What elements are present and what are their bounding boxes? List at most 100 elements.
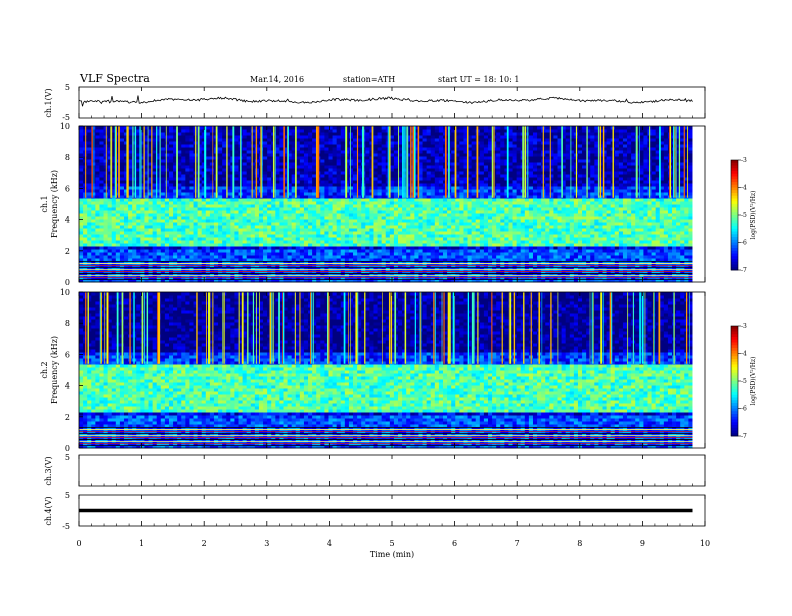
ch1-spectrogram-cell (618, 207, 624, 211)
ch1-spectrogram-cell (103, 192, 109, 196)
ch1-spectrogram-cell (459, 183, 464, 187)
ch1-spectrogram-cell (189, 273, 195, 277)
ch1-spectrogram-cell (471, 234, 477, 238)
ch1-spectrogram-cell (684, 192, 689, 196)
ch1-spectrogram-cell (271, 213, 276, 217)
ch1-spectrogram-cell (373, 240, 379, 244)
ch1-spectrogram-cell (230, 225, 235, 229)
ch1-spectrogram-cell (205, 261, 211, 265)
ch1-spectrogram-cell (455, 258, 460, 262)
ch1-spectrogram-cell (389, 195, 395, 199)
ch1-spectrogram-cell (168, 207, 174, 211)
ch1-spectrogram-cell (320, 207, 325, 211)
ch1-spectrogram-cell (230, 255, 235, 259)
ch1-spectrogram-cell (258, 207, 264, 211)
ch1-spectrogram-cell (136, 216, 141, 220)
ch1-spectrogram-cell (377, 231, 383, 235)
ch1-spectrogram-cell (557, 258, 563, 262)
ch1-spectrogram-cell (348, 243, 354, 247)
ch1-spectrogram-cell (434, 246, 440, 250)
ch1-spectrogram-cell (250, 225, 256, 229)
ch1-spectrogram-cell (128, 261, 133, 265)
ch1-spectrogram-cell (209, 210, 215, 214)
ch1-spectrogram-cell (123, 273, 129, 277)
ch1-spectrogram-cell (602, 192, 608, 196)
ch1-spectrogram-cell (111, 207, 117, 211)
ch1-spectrogram-cell (614, 183, 620, 187)
ch1-spectrogram-cell (218, 183, 223, 187)
ch1-spectrogram-cell (565, 237, 571, 241)
ch1-spectrogram-cell (655, 231, 661, 235)
ch1-spectrogram-cell (205, 213, 211, 217)
ch1-spectrogram-cell (508, 183, 514, 187)
ch1-spectrogram-cell (496, 246, 501, 250)
ch1-spectrogram-cell (295, 222, 301, 226)
ch1-spectrogram-cell (528, 252, 534, 256)
ch1-spectrogram-cell (549, 267, 554, 271)
ch1-spectrogram-cell (222, 228, 227, 232)
ch1-spectrogram-cell (144, 273, 150, 277)
ch1-spectrogram-cell (467, 213, 473, 217)
ch1-spectrogram-cell (218, 243, 223, 247)
ch1-spectrogram-cell (577, 195, 583, 199)
ch1-spectrogram-cell (209, 207, 215, 211)
ch1-spectrogram-cell (471, 192, 477, 196)
ch1-spectrogram-cell (573, 240, 579, 244)
ch1-spectrogram-cell (140, 207, 145, 211)
ch1-spectrogram-cell (279, 252, 284, 256)
ch1-spectrogram-cell (643, 261, 648, 265)
ch1-spectrogram-cell (553, 249, 559, 253)
ch1-spectrogram-cell (263, 279, 268, 283)
ch1-spectrogram-cell (152, 207, 158, 211)
ch1-spectrogram-cell (590, 198, 595, 202)
ch1-spectrogram-cell (283, 225, 289, 229)
ch1-spectrogram-cell (545, 273, 550, 277)
ch1-spectrogram-cell (586, 261, 591, 265)
ch1-spectrogram-cell (87, 231, 92, 235)
ch1-spectrogram-cell (561, 201, 567, 205)
ch1-spectrogram-cell (144, 249, 150, 253)
ch1-spectrogram-cell (254, 186, 260, 190)
ch1-spectrogram-cell (295, 228, 301, 232)
ch1-spectrogram-cell (340, 216, 346, 220)
ch1-spectrogram-cell (512, 183, 518, 187)
ch1-spectrogram-cell (279, 267, 284, 271)
ch1-spectrogram-cell (475, 240, 481, 244)
ch1-spectrogram-cell (553, 246, 559, 250)
ch1-spectrogram-cell (541, 213, 546, 217)
ch1-spectrogram-cell (344, 222, 350, 226)
ch1-spectrogram-cell (357, 198, 362, 202)
ch1-spectrogram-cell (483, 189, 489, 193)
ch1-spectrogram-cell (348, 237, 354, 241)
ch1-spectrogram-cell (528, 192, 534, 196)
ch1-spectrogram-cell (156, 240, 162, 244)
ch1-spectrogram-cell (213, 222, 219, 226)
ch1-spectrogram-cell (160, 180, 166, 184)
ch1-spectrogram-cell (271, 246, 276, 250)
ch1-spectrogram-cell (201, 198, 207, 202)
ch1-spectrogram-cell (492, 210, 497, 214)
ch1-spectrogram-cell (340, 195, 346, 199)
ch1-spectrogram-cell (418, 279, 424, 283)
ch1-spectrogram-cell (508, 258, 514, 262)
ch1-spectrogram-cell (610, 204, 616, 208)
ch1-spectrogram-cell (324, 237, 329, 241)
ch1-spectrogram-cell (610, 201, 616, 205)
ch1-spectrogram-cell (340, 210, 346, 214)
ch1-spectrogram-cell (353, 225, 358, 229)
ch1-spectrogram-cell (287, 243, 293, 247)
ch1-spectrogram-cell (173, 231, 178, 235)
ch1-spectrogram-cell (115, 231, 121, 235)
ch1-spectrogram-cell (655, 273, 661, 277)
ch1-spectrogram-cell (111, 195, 117, 199)
ch1-spectrogram-cell (103, 219, 109, 223)
ch1-spectrogram-cell (541, 207, 546, 211)
ch1-spectrogram-cell (258, 210, 264, 214)
ch1-spectrogram-cell (148, 228, 154, 232)
ch1-spectrogram-cell (218, 213, 223, 217)
ch1-spectrogram-cell (156, 192, 162, 196)
ch1-spectrogram-cell (173, 267, 178, 271)
ch1-spectrogram-cell (242, 222, 248, 226)
ch1-spectrogram-cell (545, 234, 550, 238)
ch1-spectrogram-cell (688, 231, 693, 235)
